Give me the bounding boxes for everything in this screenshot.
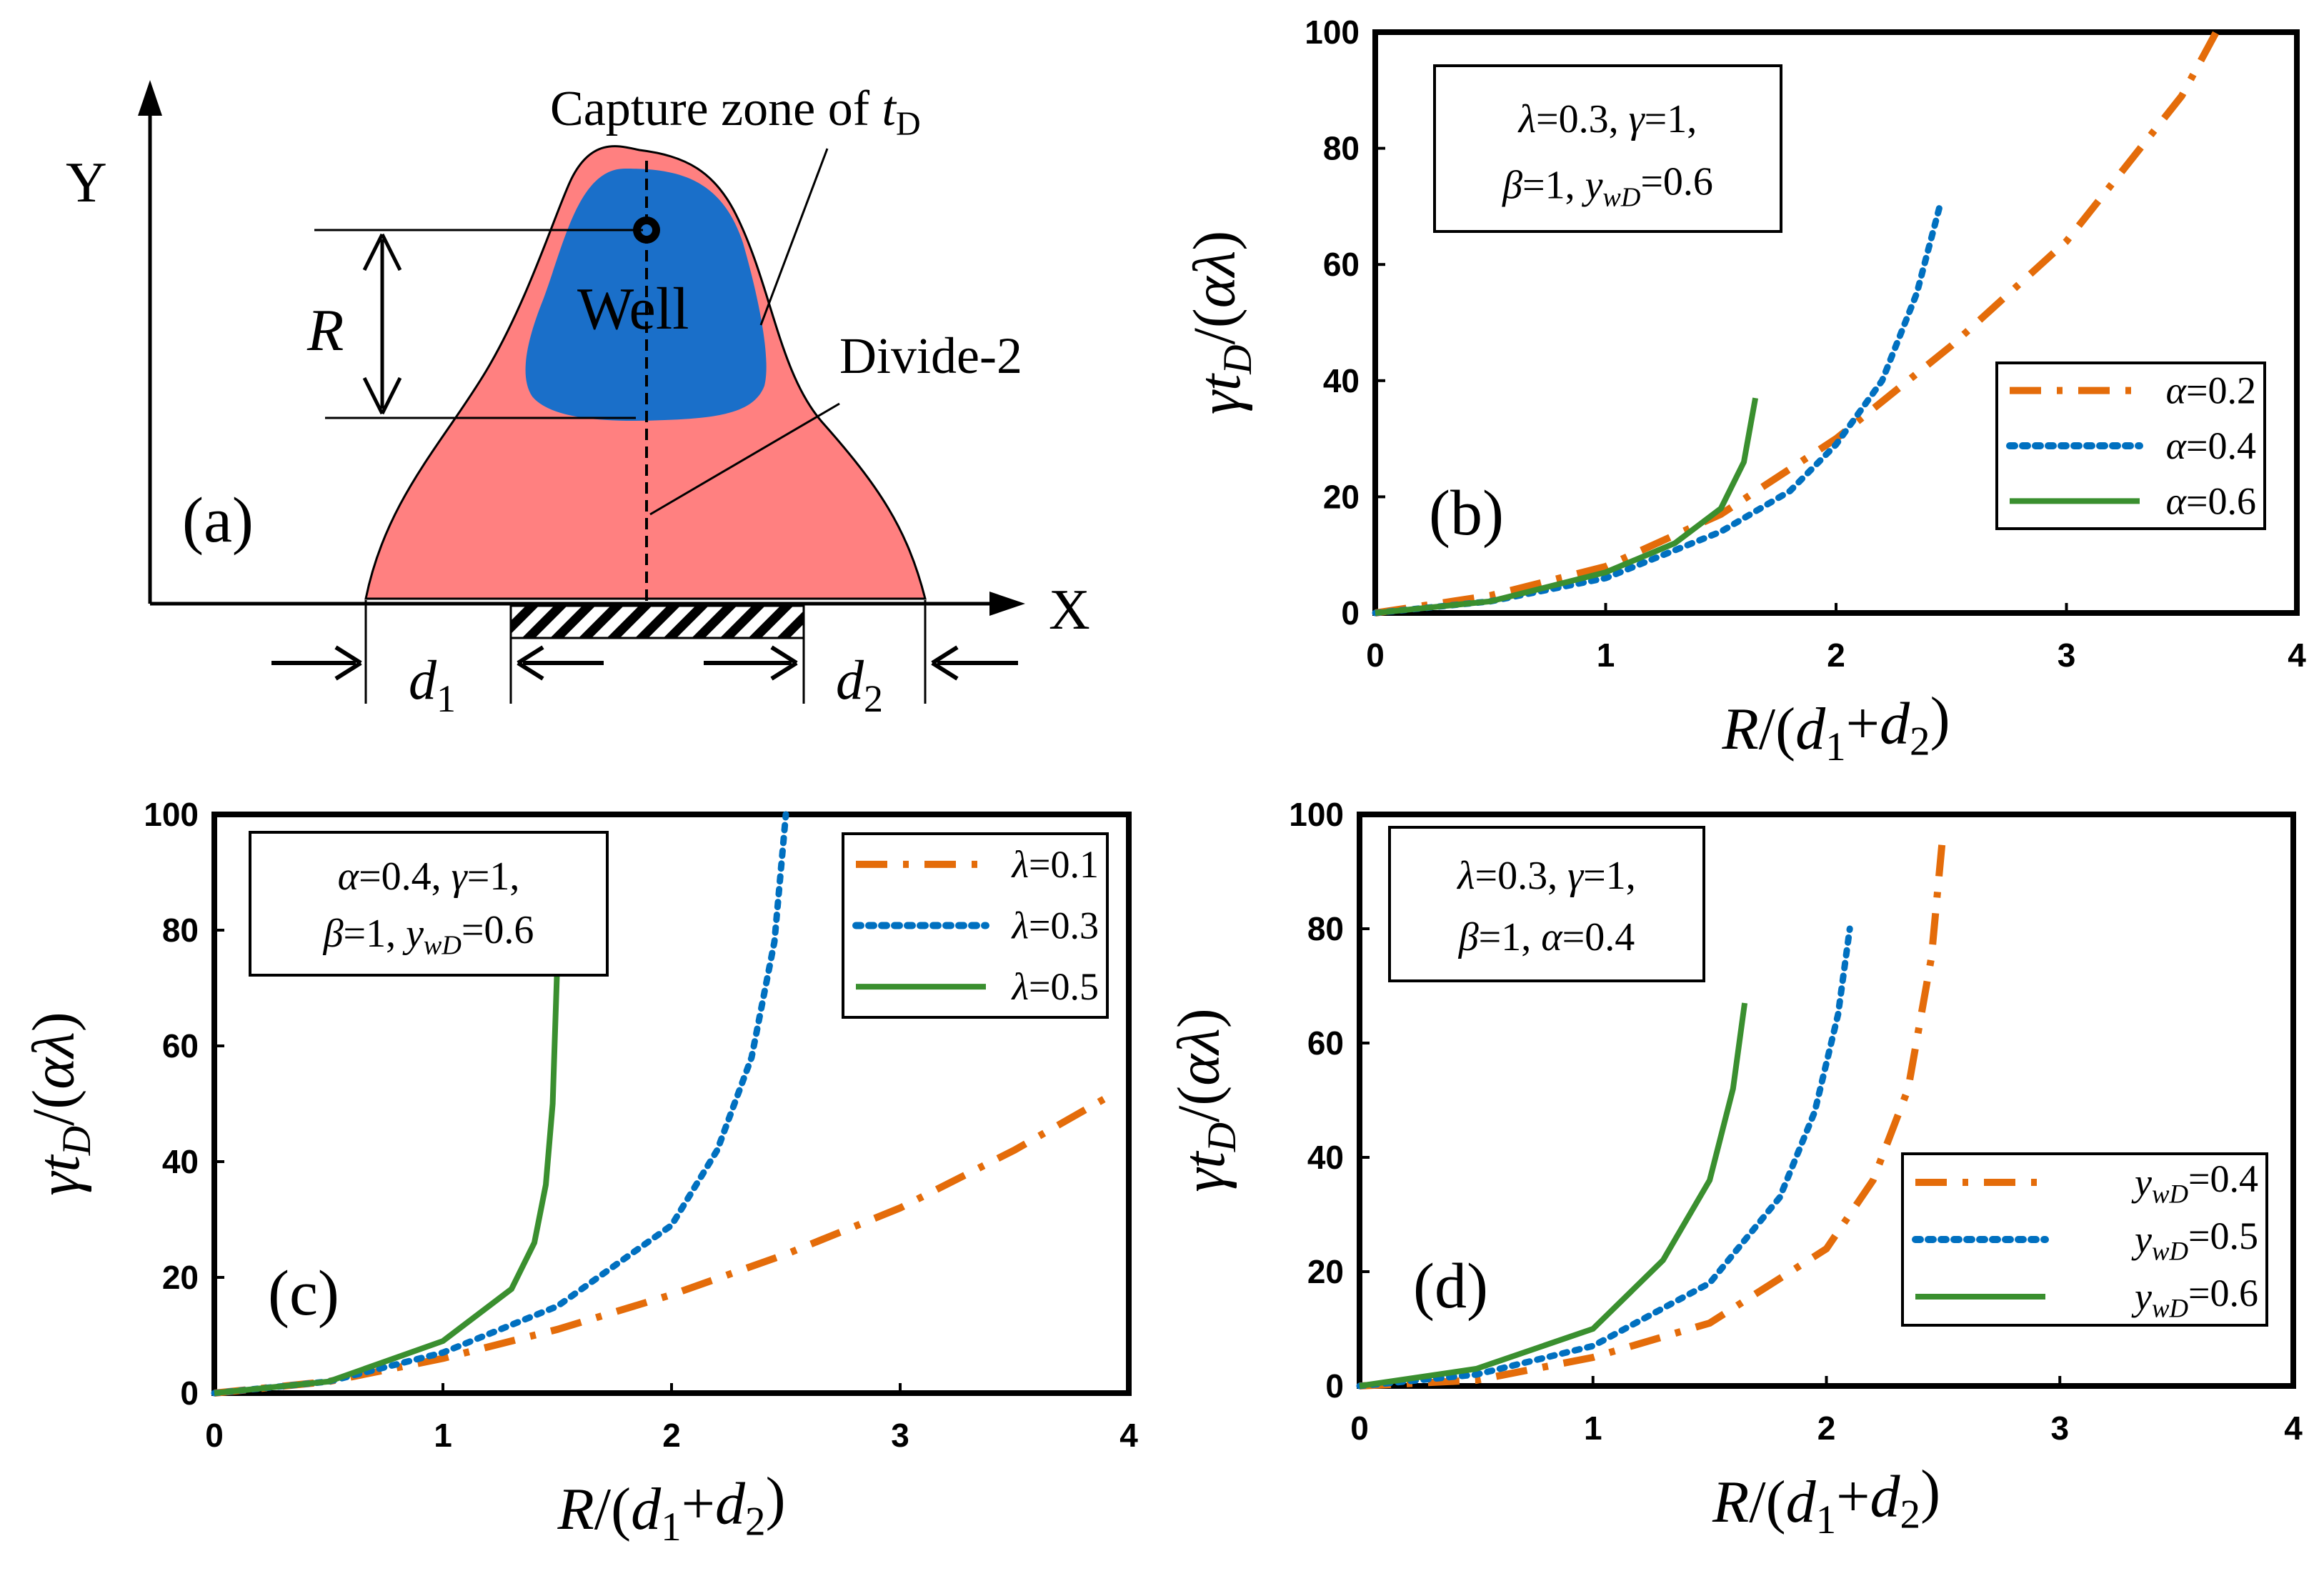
parameter-box (1388, 826, 1705, 982)
legend-label: ywD=0.5 (2131, 1215, 2258, 1265)
capture-zone-label: Capture zone of tD (550, 81, 921, 143)
x-tick-label: 0 (1350, 1410, 1369, 1447)
y-tick-label: 0 (1325, 1367, 1344, 1405)
y-tick-label: 40 (1307, 1139, 1344, 1176)
x-tick-label: 1 (434, 1417, 452, 1454)
panel-a-schematic: Y X Capture zone of tD Well R Divide-2 (… (66, 80, 1090, 720)
chart-panel-b: 0 1 2 3 4020406080100R/(d1+d2)γtD/(αλ)λ=0.3,… (1181, 14, 2306, 769)
x-axis-label: X (1049, 579, 1090, 642)
x-tick-label: 2 (1817, 1410, 1836, 1447)
legend-label: λ=0.3 (1011, 904, 1099, 947)
y-tick-label: 100 (1289, 796, 1344, 833)
y-tick-label: 20 (162, 1259, 199, 1296)
parameter-line-1: λ=0.3, γ=1, (1517, 97, 1697, 141)
panel-a-label: (a) (182, 485, 254, 556)
parameter-line-2: β=1, ywD=0.6 (323, 908, 534, 961)
legend-label: λ=0.5 (1011, 965, 1099, 1008)
legend-label: ywD=0.6 (2131, 1272, 2258, 1322)
x-tick-label: 1 (1597, 637, 1615, 674)
legend-label: α=0.4 (2166, 424, 2256, 467)
legend-label: ywD=0.4 (2131, 1157, 2258, 1208)
d1-left-arrow-icon (271, 645, 362, 681)
panel-label: (d) (1413, 1251, 1488, 1322)
x-tick-label: 3 (2050, 1410, 2069, 1447)
x-axis-label: R/(d1+d2) (557, 1465, 785, 1550)
r-label: R (306, 297, 344, 364)
x-tick-label: 0 (1366, 637, 1385, 674)
well-label: Well (577, 276, 689, 342)
y-tick-label: 20 (1323, 478, 1360, 515)
y-tick-label: 0 (1341, 594, 1360, 632)
x-axis-arrow-icon (989, 592, 1025, 616)
d2-label: d2 (836, 649, 883, 720)
series-line (214, 964, 560, 1396)
x-tick-label: 1 (1584, 1410, 1602, 1447)
parameter-line-2: β=1, α=0.4 (1458, 915, 1635, 959)
parameter-box (1433, 64, 1782, 233)
x-axis-label: R/(d1+d2) (1712, 1458, 1940, 1542)
d1-label: d1 (409, 649, 456, 720)
panel-label: (c) (268, 1258, 339, 1329)
y-tick-label: 20 (1307, 1253, 1344, 1290)
x-tick-label: 3 (2058, 637, 2076, 674)
y-axis-arrow-icon (138, 80, 162, 116)
y-tick-label: 60 (162, 1027, 199, 1064)
legend-label: λ=0.1 (1011, 843, 1099, 886)
series-line (1375, 30, 2220, 617)
y-tick-label: 40 (162, 1143, 199, 1180)
x-tick-label: 2 (662, 1417, 681, 1454)
x-tick-label: 4 (2284, 1410, 2303, 1447)
y-tick-label: 60 (1307, 1024, 1344, 1062)
y-axis-label: γtD/(αλ) (1165, 1008, 1245, 1192)
series-line (1359, 831, 1947, 1390)
y-tick-label: 60 (1323, 246, 1360, 283)
x-axis-label: R/(d1+d2) (1721, 685, 1950, 769)
parameter-line-2: β=1, ywD=0.6 (1502, 160, 1713, 213)
y-tick-label: 0 (180, 1375, 199, 1412)
parameter-line-1: λ=0.3, γ=1, (1456, 854, 1636, 898)
y-axis-label: γtD/(αλ) (1181, 231, 1260, 414)
y-tick-label: 100 (1305, 14, 1360, 51)
series-line (1356, 925, 1853, 1390)
parameter-line-1: α=0.4, γ=1, (338, 854, 520, 899)
chart-panel-c: 0 1 2 3 4020406080100R/(d1+d2)γtD/(αλ)α=0.4,… (20, 796, 1138, 1550)
series-line (211, 811, 789, 1397)
y-tick-label: 80 (1307, 910, 1344, 947)
series-line (1359, 1002, 1748, 1389)
x-tick-label: 4 (2288, 637, 2306, 674)
x-tick-label: 4 (1119, 1417, 1138, 1454)
series-line (1375, 397, 1759, 616)
y-tick-label: 40 (1323, 362, 1360, 399)
y-tick-label: 80 (162, 912, 199, 949)
panel-label: (b) (1429, 478, 1504, 549)
y-tick-label: 80 (1323, 130, 1360, 167)
legend-label: α=0.6 (2166, 479, 2256, 522)
y-axis-label: γtD/(αλ) (20, 1012, 99, 1195)
legend-label: α=0.2 (2166, 369, 2256, 412)
y-axis-label: Y (66, 151, 107, 214)
chart-panel-d: 0 1 2 3 4020406080100R/(d1+d2)γtD/(αλ)λ=0.3,… (1165, 796, 2303, 1542)
d2-left-arrow-icon (704, 645, 798, 681)
divide-label: Divide-2 (839, 327, 1022, 384)
d1-right-arrow-icon (517, 645, 604, 681)
d2-right-arrow-icon (931, 645, 1018, 681)
hatched-boundary (509, 604, 805, 639)
x-tick-label: 3 (891, 1417, 909, 1454)
parameter-box (249, 831, 609, 977)
x-tick-label: 0 (205, 1417, 224, 1454)
y-tick-label: 100 (144, 796, 199, 833)
x-tick-label: 2 (1827, 637, 1845, 674)
